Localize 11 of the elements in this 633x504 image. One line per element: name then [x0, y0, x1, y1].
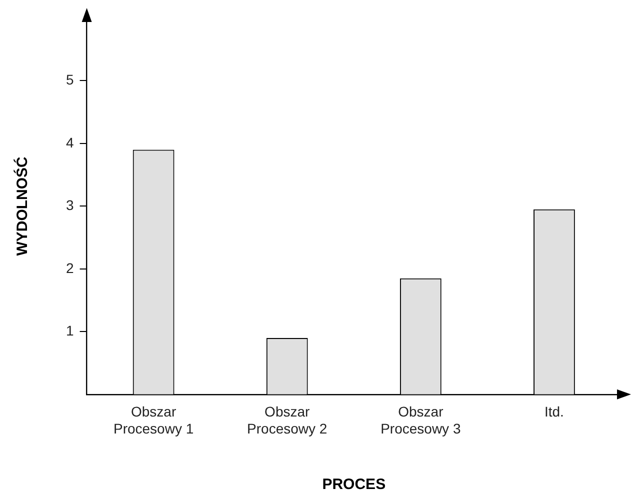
x-tick-label: Itd.	[544, 404, 564, 420]
x-tick-label: Obszar Procesowy 2	[247, 404, 328, 436]
x-tick-label: Obszar Procesowy 3	[380, 404, 461, 436]
x-tick-label: Obszar Procesowy 1	[113, 404, 194, 436]
y-tick-label: 3	[66, 197, 74, 214]
x-axis-title: PROCES	[322, 476, 386, 494]
y-tick-label: 2	[66, 260, 74, 276]
y-tick-label: 4	[66, 134, 74, 150]
y-tick-label: 1	[66, 322, 74, 339]
y-axis-title: WYDOLNOŚĆ	[13, 156, 32, 256]
y-tick-label: 5	[66, 72, 74, 88]
